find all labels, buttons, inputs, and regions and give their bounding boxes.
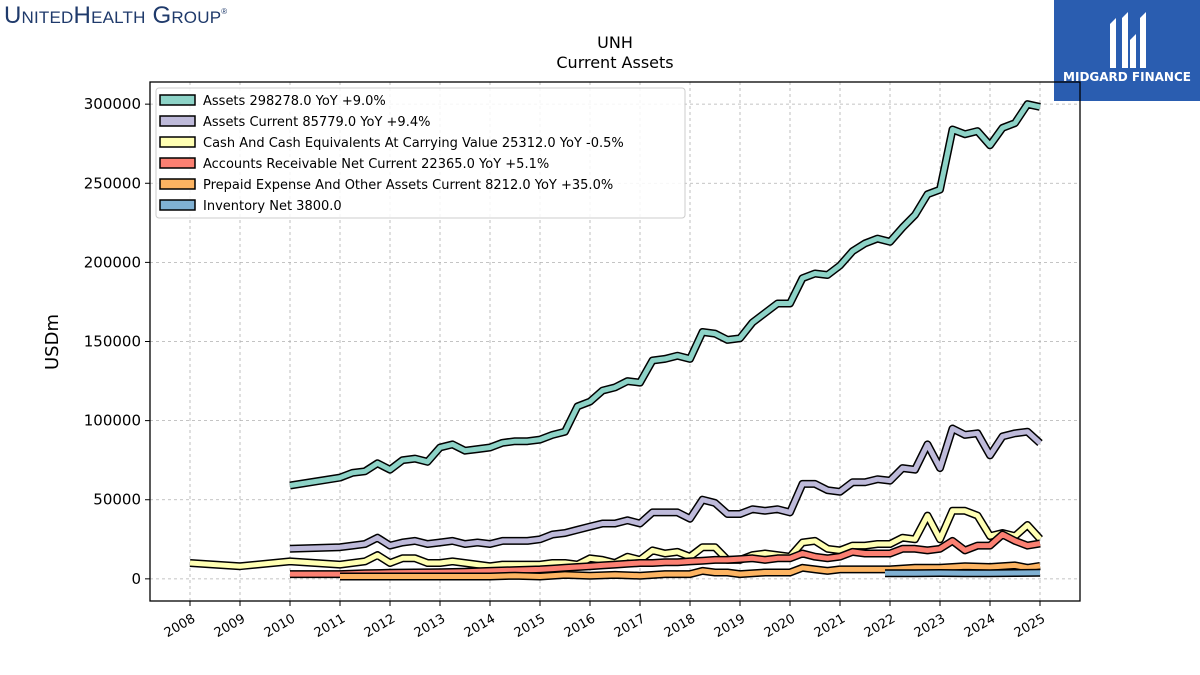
legend: Assets 298278.0 YoY +9.0% Assets Current … [155, 87, 686, 219]
legend-entry: Accounts Receivable Net Current 22365.0 … [203, 157, 549, 172]
series-line-fill [884, 570, 1041, 576]
chart-title: UNH [597, 33, 633, 52]
series-line-fill [289, 426, 1042, 552]
y-axis-label: USDm [42, 314, 63, 370]
x-tick-label: 2008 [162, 611, 198, 641]
legend-entry: Assets 298278.0 YoY +9.0% [203, 94, 386, 109]
series-line [290, 530, 1041, 579]
series-layer [189, 100, 1043, 581]
legend-swatch [159, 115, 196, 127]
series-line-fill [289, 101, 1041, 488]
x-tick-label: 2021 [812, 611, 848, 641]
series-line-fill [340, 562, 1041, 579]
series-line [289, 100, 1041, 490]
x-tick-label: 2020 [762, 611, 798, 641]
y-tick-label: 150000 [84, 333, 141, 351]
series-line-fill [290, 532, 1041, 577]
x-tick-label: 2022 [862, 611, 898, 641]
legend-entry: Inventory Net 3800.0 [203, 199, 342, 214]
chart-subtitle: Current Assets [556, 53, 673, 72]
x-tick-label: 2023 [912, 611, 948, 641]
midgard-mark-icon [1110, 12, 1146, 68]
x-tick-label: 2010 [262, 611, 298, 641]
x-tick-label: 2024 [962, 611, 998, 641]
unitedhealth-group-logo: UnitedHealth Group® [4, 2, 228, 29]
legend-swatch [159, 157, 196, 169]
legend-entry: Assets Current 85779.0 YoY +9.4% [203, 115, 430, 130]
x-tick-label: 2019 [712, 611, 748, 641]
y-tick-label: 50000 [93, 491, 141, 509]
x-tick-label: 2014 [462, 611, 498, 641]
legend-swatch [159, 178, 196, 190]
y-axis-ticks: 0 50000 100000 150000 200000 250000 300000 [84, 95, 150, 588]
legend-swatch [159, 199, 196, 211]
legend-swatch [159, 94, 196, 106]
y-tick-label: 200000 [84, 253, 141, 271]
midgard-finance-logo: MIDGARD FINANCE [1054, 0, 1200, 101]
x-tick-label: 2011 [312, 611, 348, 641]
y-tick-label: 250000 [84, 174, 141, 192]
x-tick-label: 2009 [212, 611, 248, 641]
y-tick-label: 100000 [84, 412, 141, 430]
x-axis-ticks: 2008 2009 2010 2011 2012 2013 2014 2015 2016 2017… [162, 601, 1048, 641]
x-tick-label: 2016 [562, 611, 598, 641]
x-tick-label: 2012 [362, 611, 398, 641]
x-tick-label: 2017 [612, 611, 648, 641]
x-tick-label: 2025 [1012, 611, 1048, 641]
legend-entry: Cash And Cash Equivalents At Carrying Va… [203, 136, 624, 151]
legend-entry: Prepaid Expense And Other Assets Current… [203, 178, 613, 193]
series-line [189, 506, 1043, 571]
series-line-fill [189, 508, 1042, 569]
x-tick-label: 2015 [512, 611, 548, 641]
y-tick-label: 0 [131, 570, 141, 588]
legend-swatch [159, 136, 196, 148]
series-line [289, 424, 1043, 553]
series-line [340, 561, 1041, 581]
x-tick-label: 2018 [662, 611, 698, 641]
legend-box [155, 87, 686, 219]
series-line [884, 568, 1041, 578]
y-tick-label: 300000 [84, 95, 141, 113]
x-tick-label: 2013 [412, 611, 448, 641]
midgard-finance-text: MIDGARD FINANCE [1063, 70, 1191, 84]
